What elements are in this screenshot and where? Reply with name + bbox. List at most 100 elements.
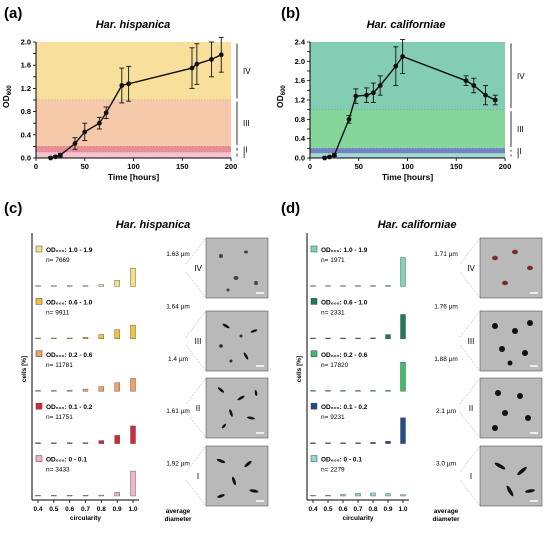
histogram-bar xyxy=(385,493,391,497)
data-point xyxy=(96,120,102,126)
data-point xyxy=(53,154,58,160)
histogram-bar xyxy=(51,337,57,340)
cell xyxy=(231,476,237,486)
x-tick-label: 150 xyxy=(450,162,463,171)
data-point xyxy=(57,152,63,158)
cell xyxy=(495,390,501,396)
legend-title: OD₆₀₀: 0.6 - 1.0 xyxy=(321,299,368,306)
y-axis-label-sub: 600 xyxy=(281,85,287,96)
histogram-bar xyxy=(400,257,406,287)
histogram-bar xyxy=(400,494,406,497)
micrograph-phase-label: II xyxy=(469,404,473,413)
data-point xyxy=(218,52,224,58)
y-tick-label: 0.8 xyxy=(21,107,31,116)
legend-swatch xyxy=(35,455,43,462)
phase-band xyxy=(310,42,505,110)
x-tick-label: 0.9 xyxy=(383,506,392,513)
y-tick-label: 0.8 xyxy=(295,115,305,124)
y-tick-label: 2.0 xyxy=(295,57,305,66)
histogram-bar xyxy=(355,442,361,444)
phase-band xyxy=(310,148,505,154)
histogram-bar xyxy=(35,442,41,444)
cell xyxy=(502,410,508,416)
micrograph-phase-label: IV xyxy=(467,264,475,273)
cell xyxy=(492,323,498,329)
data-point xyxy=(353,93,359,99)
y-tick-label: 1.6 xyxy=(295,76,305,85)
histogram-bar xyxy=(385,285,391,287)
average-diameter: 1.76 µm xyxy=(434,303,458,310)
x-tick-label: 150 xyxy=(176,162,189,171)
cell xyxy=(219,344,223,348)
x-tick-label: 0.6 xyxy=(65,506,74,513)
x-axis-label: circularity xyxy=(342,515,373,522)
histogram-bar xyxy=(355,337,361,340)
connector-line xyxy=(459,377,481,405)
legend-swatch xyxy=(35,298,43,305)
average-diameter: 1.64 µm xyxy=(166,303,190,310)
legend-swatch xyxy=(310,402,318,410)
micrograph-tile xyxy=(205,445,269,507)
connector-line xyxy=(185,271,207,299)
histogram-bar xyxy=(130,324,136,339)
legend-count: n= 11751 xyxy=(46,414,73,421)
data-point xyxy=(119,83,125,88)
panel-title-b: Har. californiae xyxy=(367,19,446,31)
connector-line xyxy=(185,344,207,372)
x-tick-label: 0.9 xyxy=(113,506,122,513)
average-diameter: 3.0 µm xyxy=(436,461,456,468)
data-point xyxy=(331,152,337,158)
cell xyxy=(507,360,513,366)
histogram-bar xyxy=(370,442,376,444)
histogram-bar xyxy=(130,470,136,497)
legend-title: OD₆₀₀: 0.2 - 0.6 xyxy=(46,352,93,359)
average-diameter: 2.1 µm xyxy=(436,408,456,415)
histogram-bar xyxy=(114,435,120,444)
histogram-bar xyxy=(51,390,57,392)
histogram-bar xyxy=(82,285,89,287)
cell xyxy=(221,423,227,429)
histogram-bar xyxy=(355,285,361,287)
histogram-bar xyxy=(66,285,73,287)
connector-line xyxy=(459,271,481,299)
histogram-bar xyxy=(130,378,136,392)
micrograph-phase-label: IV xyxy=(194,264,202,273)
phase-band xyxy=(36,146,231,153)
cell xyxy=(527,265,533,271)
y-tick-label: 0.0 xyxy=(21,154,31,163)
x-tick-label: 0.8 xyxy=(97,506,106,513)
cell xyxy=(525,489,535,493)
cell xyxy=(494,462,506,470)
diameter-header: diameter xyxy=(432,516,460,523)
legend-title: OD₆₀₀: 0.1 - 0.2 xyxy=(321,404,368,411)
data-point xyxy=(364,92,369,98)
panel-title-d: Har. californiae xyxy=(378,219,457,231)
y-tick-label: 0.0 xyxy=(295,154,305,163)
legend-count: n= 2279 xyxy=(321,467,345,474)
histogram-bar xyxy=(355,493,361,497)
histogram-bar xyxy=(66,442,73,444)
legend-count: n= 17820 xyxy=(321,362,349,369)
histogram-bar xyxy=(325,285,331,287)
x-tick-label: 50 xyxy=(355,162,363,171)
average-diameter: 1.61 µm xyxy=(166,408,190,415)
phase-band xyxy=(36,100,231,147)
histogram-bar xyxy=(340,285,346,287)
x-tick-label: 200 xyxy=(225,162,238,171)
histogram-bar xyxy=(310,390,316,392)
histogram-bar xyxy=(400,362,406,392)
phase-label: IV xyxy=(243,67,251,76)
micrograph-phase-label: I xyxy=(197,472,199,481)
phase-band xyxy=(310,109,505,149)
histogram-bar xyxy=(385,440,391,444)
legend-title: OD₆₀₀: 1.0 - 1.9 xyxy=(321,247,368,254)
cell xyxy=(499,346,505,352)
x-tick-label: 0.4 xyxy=(33,506,42,513)
data-point xyxy=(492,97,498,103)
legend-swatch xyxy=(310,350,318,358)
average-diameter: 1.88 µm xyxy=(434,356,458,363)
connector-line xyxy=(459,411,481,439)
data-point xyxy=(126,81,132,87)
legend-count: n= 2331 xyxy=(321,309,345,316)
